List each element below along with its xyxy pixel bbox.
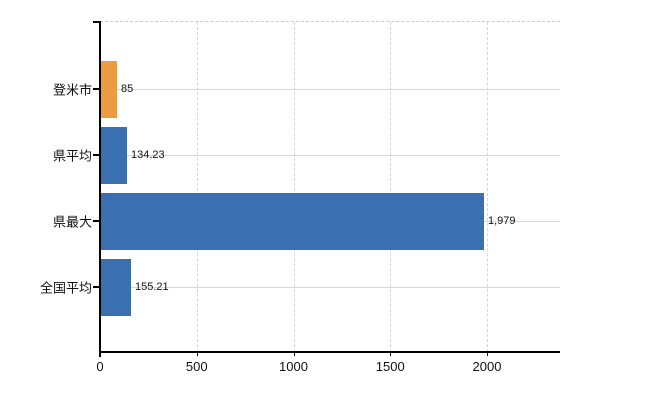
x-axis-tick xyxy=(100,352,101,356)
category-tick xyxy=(93,88,100,90)
y-axis-line xyxy=(99,21,101,357)
bar-value-label: 1,979 xyxy=(488,215,516,227)
x-tick-label-1000: 1000 xyxy=(279,359,308,374)
x-tick-label-1500: 1500 xyxy=(375,359,405,374)
gridline-vertical-500 xyxy=(196,22,198,352)
gridline-horizontal-row1 xyxy=(100,155,560,156)
x-axis-tick xyxy=(390,352,392,356)
category-label-県最大: 県最大 xyxy=(52,214,92,230)
x-tick-label-500: 500 xyxy=(185,359,208,374)
gridline-vertical-1000 xyxy=(293,22,295,352)
gridline-vertical-2000 xyxy=(487,22,488,352)
category-label-登米市: 登米市 xyxy=(52,82,92,98)
bar-登米市 xyxy=(101,60,117,118)
category-tick xyxy=(93,220,100,222)
x-axis-line xyxy=(99,351,560,353)
category-label-県平均: 県平均 xyxy=(52,148,92,164)
plot-top-border xyxy=(100,21,560,22)
category-tick xyxy=(93,154,100,156)
x-axis-tick xyxy=(487,352,488,356)
bar-value-label: 134.23 xyxy=(131,149,165,161)
x-axis-tick xyxy=(196,352,198,356)
category-label-全国平均: 全国平均 xyxy=(39,280,92,296)
category-tick xyxy=(93,286,100,288)
bar-value-label: 85 xyxy=(121,83,134,95)
bar-全国平均 xyxy=(101,258,131,316)
gridline-horizontal-row0 xyxy=(100,89,560,90)
bar-value-label: 155.21 xyxy=(135,281,169,293)
x-tick-label-0: 0 xyxy=(96,359,104,374)
bar-県平均 xyxy=(101,126,127,184)
gridline-vertical-1500 xyxy=(390,22,392,352)
x-tick-label-2000: 2000 xyxy=(472,359,502,374)
y-axis-top-tick xyxy=(93,21,100,23)
x-axis-tick xyxy=(293,352,295,356)
gridline-horizontal-row3 xyxy=(100,287,560,288)
bar-県最大 xyxy=(101,192,484,250)
